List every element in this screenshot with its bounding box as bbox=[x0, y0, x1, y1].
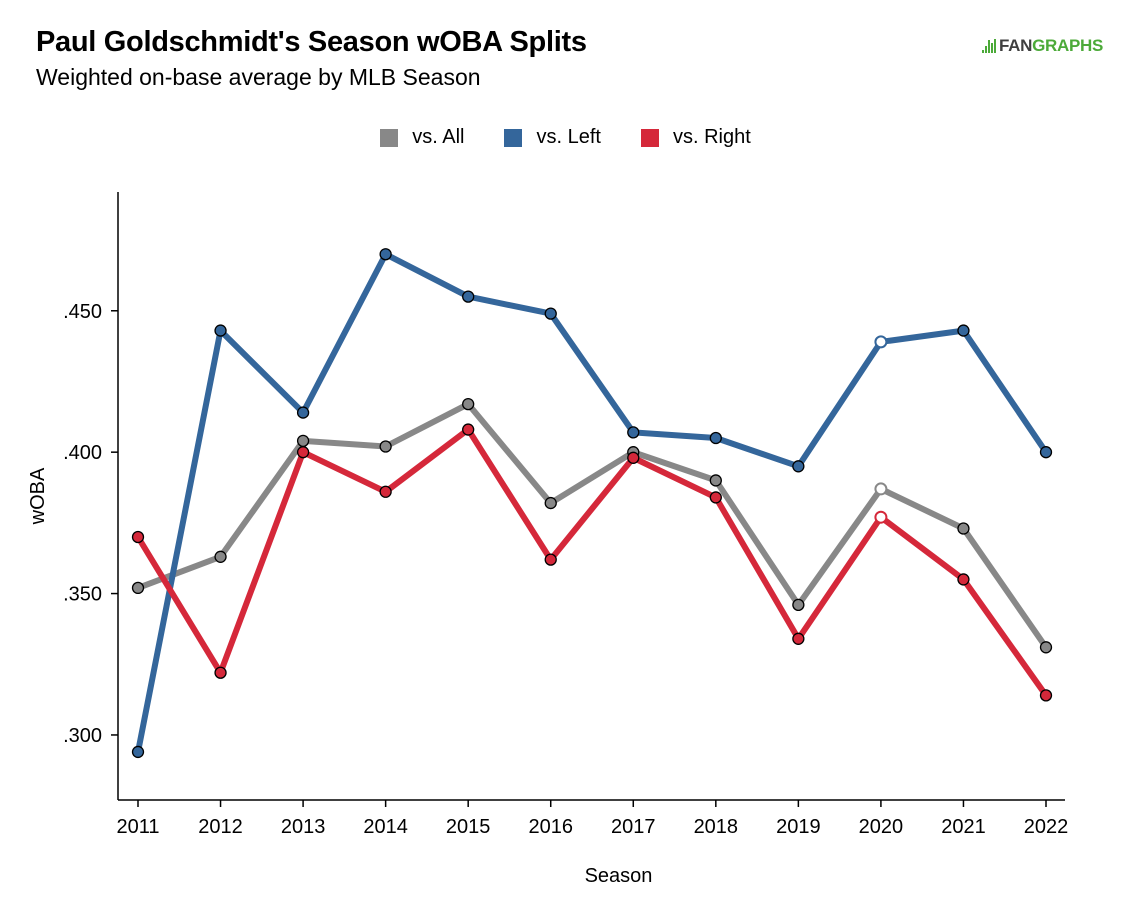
series-line-0 bbox=[135, 401, 1049, 651]
data-point-2-5 bbox=[544, 553, 557, 566]
data-point-2-6 bbox=[627, 451, 640, 464]
x-tick-label-10: 2021 bbox=[941, 816, 986, 838]
fangraphs-logo[interactable]: FAN GRAPHS bbox=[981, 36, 1103, 56]
y-tick-label-0: .300 bbox=[63, 725, 102, 747]
y-tick-label-2: .400 bbox=[63, 442, 102, 464]
data-point-0-4 bbox=[462, 397, 475, 411]
y-tick-label-1: .350 bbox=[63, 584, 102, 606]
x-tick-label-11: 2022 bbox=[1024, 816, 1069, 838]
data-point-0-2 bbox=[296, 434, 310, 448]
data-point-1-5 bbox=[544, 307, 557, 320]
logo-text-fan: FAN bbox=[998, 36, 1033, 55]
data-point-1-2 bbox=[296, 406, 310, 419]
data-point-2-1 bbox=[214, 666, 227, 679]
legend-swatch-2 bbox=[640, 128, 659, 147]
data-point-0-3 bbox=[379, 440, 392, 453]
data-point-0-0 bbox=[131, 581, 145, 595]
chart-title: Paul Goldschmidt's Season wOBA Splits bbox=[36, 26, 587, 58]
legend-swatch-0 bbox=[380, 128, 399, 147]
legend-label-0: vs. All bbox=[412, 126, 465, 148]
y-tick-label-3: .450 bbox=[63, 301, 102, 323]
legend-item-2: vs. Right bbox=[640, 126, 751, 149]
data-point-0-11 bbox=[1039, 641, 1053, 654]
data-point-1-1 bbox=[214, 324, 227, 337]
data-point-0-9 bbox=[874, 482, 888, 496]
legend-label-2: vs. Right bbox=[672, 126, 751, 148]
x-tick-label-6: 2017 bbox=[611, 816, 656, 838]
data-point-0-8 bbox=[792, 598, 805, 612]
series-line-2 bbox=[135, 426, 1049, 699]
data-point-1-4 bbox=[462, 290, 475, 303]
x-tick-label-0: 2011 bbox=[116, 816, 159, 838]
chart-legend: vs. All vs. Left vs. Right bbox=[0, 126, 1131, 149]
data-point-1-9 bbox=[874, 335, 888, 349]
fangraphs-logo-icon bbox=[981, 39, 996, 53]
data-point-1-0 bbox=[131, 745, 145, 759]
x-tick-label-7: 2018 bbox=[694, 816, 739, 838]
data-point-2-4 bbox=[462, 423, 475, 436]
data-point-2-11 bbox=[1039, 689, 1053, 702]
data-point-1-8 bbox=[792, 460, 805, 473]
legend-item-0: vs. All bbox=[380, 126, 464, 149]
logo-text-graphs: GRAPHS bbox=[1032, 36, 1103, 55]
data-point-1-7 bbox=[709, 431, 722, 445]
data-point-2-3 bbox=[379, 485, 392, 498]
x-tick-label-1: 2012 bbox=[198, 816, 243, 838]
data-point-2-2 bbox=[296, 446, 310, 459]
data-point-1-10 bbox=[957, 324, 970, 337]
legend-label-1: vs. Left bbox=[536, 126, 601, 148]
data-point-2-9 bbox=[874, 510, 888, 524]
data-point-0-5 bbox=[544, 496, 557, 510]
y-axis-label: wOBA bbox=[27, 467, 49, 525]
data-point-1-11 bbox=[1039, 446, 1053, 459]
data-point-2-8 bbox=[792, 632, 805, 645]
series-line-1 bbox=[135, 251, 1049, 755]
x-tick-label-8: 2019 bbox=[776, 816, 821, 838]
legend-item-1: vs. Left bbox=[504, 126, 601, 149]
data-point-0-7 bbox=[709, 474, 722, 487]
x-tick-label-4: 2015 bbox=[446, 816, 491, 838]
data-point-0-10 bbox=[957, 522, 970, 535]
data-point-2-0 bbox=[131, 530, 145, 544]
chart-subtitle: Weighted on-base average by MLB Season bbox=[36, 64, 481, 90]
data-point-2-10 bbox=[957, 573, 970, 586]
data-point-0-1 bbox=[214, 550, 227, 563]
legend-swatch-1 bbox=[504, 128, 523, 147]
x-tick-label-9: 2020 bbox=[859, 816, 904, 838]
x-axis-label: Season bbox=[585, 865, 653, 887]
x-tick-label-5: 2016 bbox=[528, 816, 573, 838]
data-point-1-3 bbox=[379, 248, 392, 261]
data-point-2-7 bbox=[709, 491, 722, 504]
x-tick-label-3: 2014 bbox=[363, 816, 408, 838]
x-tick-label-2: 2013 bbox=[281, 816, 326, 838]
data-point-1-6 bbox=[627, 426, 640, 439]
